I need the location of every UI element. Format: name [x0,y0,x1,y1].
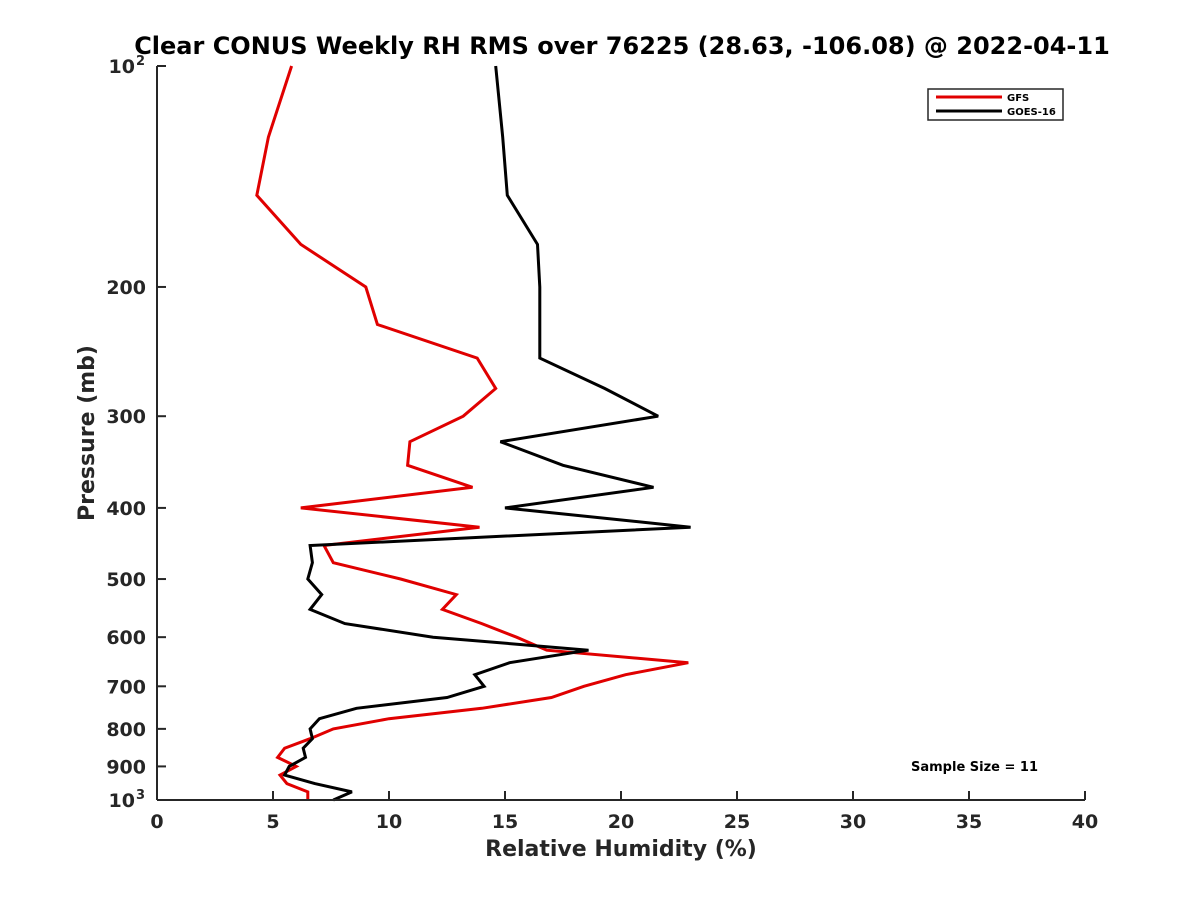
x-axis-label: Relative Humidity (%) [485,837,757,862]
y-tick-label: 800 [106,719,146,741]
x-tick-label: 10 [376,811,402,833]
y-tick-label: 300 [106,406,146,428]
y-tick-label: 400 [106,498,146,520]
x-tick-label: 20 [608,811,634,833]
legend: GFS GOES-16 [927,88,1064,121]
y-axis-label: Pressure (mb) [75,345,100,521]
series-line-gfs [255,65,689,800]
x-tick-label: 0 [150,811,163,833]
x-tick-label: 15 [492,811,518,833]
legend-label-goes16: GOES-16 [1007,107,1056,118]
legend-label-gfs: GFS [1007,93,1029,104]
data-layer [255,65,691,802]
x-tick-label: 25 [724,811,750,833]
y-tick-label: 10 [109,56,135,78]
x-ticks: 0 5 10 15 20 25 30 35 40 [150,791,1098,833]
y-tick-exponent: 2 [136,54,145,69]
y-tick-label: 200 [106,277,146,299]
y-tick-exponent: 3 [136,788,145,803]
chart-title: Clear CONUS Weekly RH RMS over 76225 (28… [134,32,1110,60]
y-tick-label: 10 [109,790,135,812]
y-tick-label: 700 [106,676,146,698]
x-tick-label: 40 [1072,811,1098,833]
y-tick-label: 900 [106,756,146,778]
plot-area [157,66,1085,800]
x-tick-label: 35 [956,811,982,833]
y-tick-label: 500 [106,569,146,591]
y-tick-label: 600 [106,627,146,649]
x-tick-label: 30 [840,811,866,833]
series-line-goes16 [282,65,691,802]
legend-box [927,88,1064,121]
x-tick-label: 5 [266,811,279,833]
sample-size-annotation: Sample Size = 11 [911,760,1038,775]
